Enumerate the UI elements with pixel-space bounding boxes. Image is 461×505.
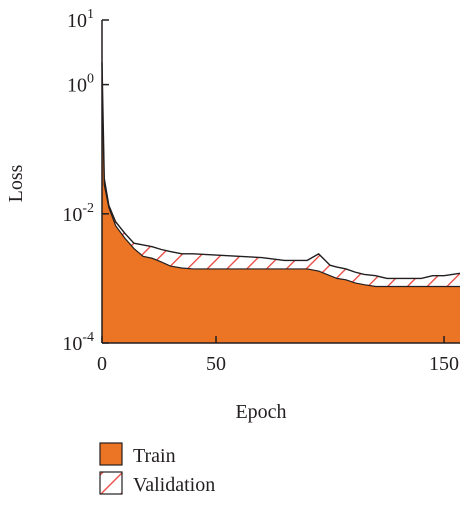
area-layer (101, 62, 461, 343)
legend-label-train: Train (133, 445, 176, 467)
series-train-line (101, 84, 460, 288)
legend-label-validation: Validation (133, 474, 215, 496)
series-validation-line (101, 62, 461, 280)
x-tick-label: 0 (97, 353, 107, 375)
legend-swatch-train (99, 442, 123, 466)
y-tick-label: 100 (67, 72, 94, 97)
y-axis-label: Loss (5, 164, 27, 202)
x-tick-label: 150 (429, 353, 459, 375)
y-tick-label: 10-4 (62, 330, 94, 355)
axes (101, 20, 460, 344)
legend-swatch-validation (99, 471, 123, 495)
x-tick-label: 50 (206, 353, 226, 375)
series-train-area (102, 84, 460, 343)
y-tick-label: 10-2 (62, 201, 94, 226)
y-tick-label: 101 (67, 7, 94, 32)
legend: Train Validation (99, 442, 215, 496)
x-axis-label: Epoch (235, 401, 286, 423)
ticks: 10-4 10-2 100 101 0 50 150 (62, 7, 459, 375)
